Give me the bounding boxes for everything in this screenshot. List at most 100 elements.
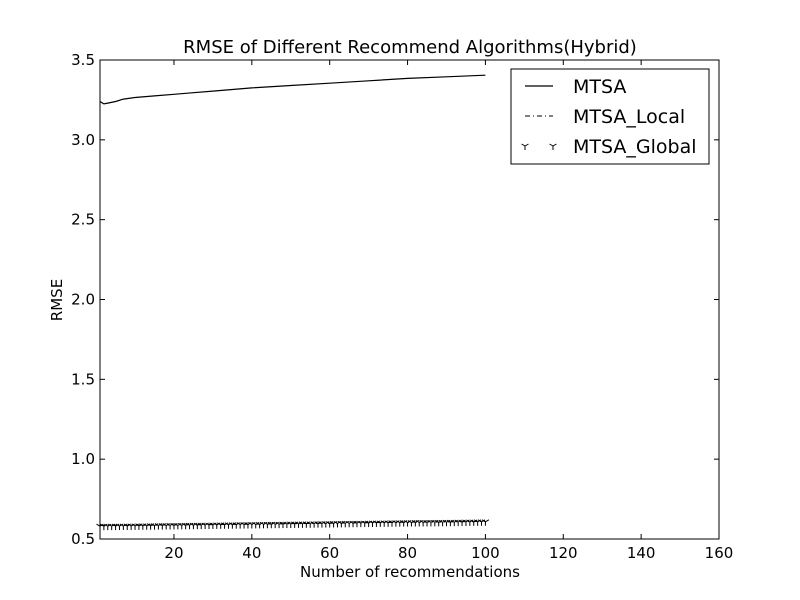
series-point-mtsa-global-60-arm-left	[325, 521, 330, 524]
series-point-mtsa-global-50-arm-left	[287, 521, 292, 525]
series-point-mtsa-global-24-arm-left	[185, 522, 190, 526]
series-point-mtsa-global-30-arm-left	[209, 522, 214, 526]
series-point-mtsa-global-23-arm-left	[181, 522, 186, 526]
series-point-mtsa-global-3-arm-left	[104, 523, 109, 527]
y-tick-label-3.5: 3.5	[71, 51, 95, 69]
legend-marker-mtsa-global-a	[521, 143, 529, 150]
series-point-mtsa-global-89-arm-left	[438, 519, 443, 523]
series-point-mtsa-global-91-arm-left	[446, 519, 451, 523]
legend-marker-mtsa-global-a-arm-right	[524, 143, 529, 147]
series-point-mtsa-global-29-arm-left	[205, 522, 210, 526]
series-line-mtsa	[99, 74, 486, 105]
x-tick-label-20: 20	[164, 544, 183, 562]
series-point-mtsa-global-66-arm-left	[349, 520, 354, 524]
legend-marker-mtsa-global-a-arm-left	[521, 143, 526, 147]
series-point-mtsa-global-18-arm-left	[162, 523, 167, 526]
series-point-mtsa-global-31-arm-left	[213, 522, 218, 526]
series-point-mtsa-global-51-arm-left	[290, 521, 295, 525]
x-axis-label: Number of recommendations	[300, 563, 520, 581]
series-point-mtsa-global-75-arm-left	[384, 520, 389, 524]
series-point-mtsa-global-96-arm-left	[466, 519, 471, 523]
series-point-mtsa-global-37-arm-left	[236, 522, 241, 526]
series-point-mtsa-global-95-arm-left	[462, 519, 467, 523]
series-point-mtsa-global-67-arm-left	[353, 520, 358, 524]
series-point-mtsa-global-74-arm-left	[380, 520, 385, 524]
series-point-mtsa-global-92-arm-left	[450, 519, 455, 523]
series-point-mtsa-global-59-arm-left	[322, 521, 327, 524]
series-point-mtsa-global-40-arm-left	[248, 522, 253, 525]
series-point-mtsa-global-46-arm-left	[271, 521, 276, 525]
series-point-mtsa-global-15-arm-left	[150, 523, 155, 527]
series-point-mtsa-global-22-arm-left	[178, 522, 183, 526]
series-point-mtsa-global-2-arm-left	[100, 523, 105, 527]
series-point-mtsa-global-32-arm-left	[216, 522, 221, 526]
series-point-mtsa-global-55-arm-left	[306, 521, 311, 525]
series-point-mtsa-global-27-arm-left	[197, 522, 202, 526]
series-point-mtsa-global-26-arm-left	[193, 522, 198, 526]
series-point-mtsa-global-88-arm-left	[434, 519, 439, 523]
series-point-mtsa-global-79-arm-left	[399, 520, 404, 524]
x-tick-label-80: 80	[398, 544, 417, 562]
series-point-mtsa-global-82-arm-left	[411, 520, 416, 523]
series-point-mtsa-global-90-arm-left	[442, 519, 447, 523]
series-point-mtsa-global-41-arm-left	[251, 521, 256, 525]
series-point-mtsa-global-45-arm-left	[267, 521, 272, 525]
legend-label-mtsa: MTSA	[573, 76, 626, 98]
series-point-mtsa-global-80-arm-left	[403, 520, 408, 523]
series-point-mtsa-global-99-arm-left	[477, 519, 482, 523]
x-tick-label-140: 140	[627, 544, 656, 562]
series-point-mtsa-global-44-arm-left	[263, 521, 268, 525]
series-point-mtsa-global-73-arm-left	[376, 520, 381, 524]
series-point-mtsa-global-11-arm-left	[135, 523, 140, 527]
series-point-mtsa-global-70-arm-left	[364, 520, 369, 524]
series-point-mtsa-global-81-arm-left	[407, 520, 412, 523]
x-tick-label-100: 100	[471, 544, 500, 562]
series-point-mtsa-global-52-arm-left	[294, 521, 299, 525]
series-point-mtsa-global-7-arm-left	[119, 523, 124, 527]
series-point-mtsa-global-39-arm-left	[244, 522, 249, 525]
series-point-mtsa-global-76-arm-left	[388, 520, 393, 524]
series-point-mtsa-global-1-arm-left	[96, 523, 101, 527]
series-point-mtsa-global-5-arm-left	[111, 523, 116, 527]
series-point-mtsa-global-36-arm-left	[232, 522, 237, 526]
series-point-mtsa-global-58-arm-left	[318, 521, 323, 525]
series-point-mtsa-global-33-arm-left	[220, 522, 225, 526]
series-point-mtsa-global-98-arm-left	[473, 519, 478, 523]
series-point-mtsa-global-35-arm-left	[228, 522, 233, 526]
series-point-mtsa-global-34-arm-left	[224, 522, 229, 526]
series-point-mtsa-global-93-arm-left	[454, 519, 459, 523]
series-point-mtsa-global-78-arm-left	[396, 520, 401, 524]
legend-marker-mtsa-global-b-arm-right	[552, 143, 557, 147]
series-point-mtsa-global-100-arm-right	[485, 519, 490, 523]
legend-swatch-mtsa-global	[521, 143, 557, 150]
series-point-mtsa-global-72-arm-left	[372, 520, 377, 524]
y-tick-label-1: 1.0	[71, 450, 95, 468]
legend-marker-mtsa-global-b-arm-left	[549, 143, 554, 147]
series-point-mtsa-global-4-arm-left	[107, 523, 112, 527]
series-point-mtsa-global-20-arm-left	[170, 522, 175, 526]
series-point-mtsa-global-48-arm-left	[279, 521, 284, 525]
series-point-mtsa-global-68-arm-left	[357, 520, 362, 524]
y-tick-label-0.5: 0.5	[71, 530, 95, 548]
series-point-mtsa-global-65-arm-left	[345, 520, 350, 524]
series-point-mtsa-global-64-arm-left	[341, 520, 346, 524]
series-point-mtsa-global-71-arm-left	[368, 520, 373, 524]
series-point-mtsa-global-14-arm-left	[146, 523, 151, 527]
series-point-mtsa-global-100-arm-left	[481, 519, 486, 523]
series-point-mtsa-global-47-arm-left	[275, 521, 280, 525]
series-point-mtsa-global-62-arm-left	[333, 520, 338, 524]
series-point-mtsa-global-38-arm-left	[240, 522, 245, 525]
series-point-mtsa-global-77-arm-left	[392, 520, 397, 524]
series-point-mtsa-global-84-arm-left	[419, 519, 424, 523]
series-point-mtsa-global-42-arm-left	[255, 521, 260, 525]
series-point-mtsa-global-61-arm-left	[329, 521, 334, 524]
x-tick-label-40: 40	[242, 544, 261, 562]
y-tick-label-1.5: 1.5	[71, 370, 95, 388]
series-point-mtsa-global-85-arm-left	[423, 519, 428, 523]
y-tick-label-2: 2.0	[71, 291, 95, 309]
series-point-mtsa-global-54-arm-left	[302, 521, 307, 525]
series-point-mtsa-global-69-arm-left	[361, 520, 365, 524]
legend-marker-mtsa-global-b	[549, 143, 557, 150]
x-tick-label-60: 60	[320, 544, 339, 562]
